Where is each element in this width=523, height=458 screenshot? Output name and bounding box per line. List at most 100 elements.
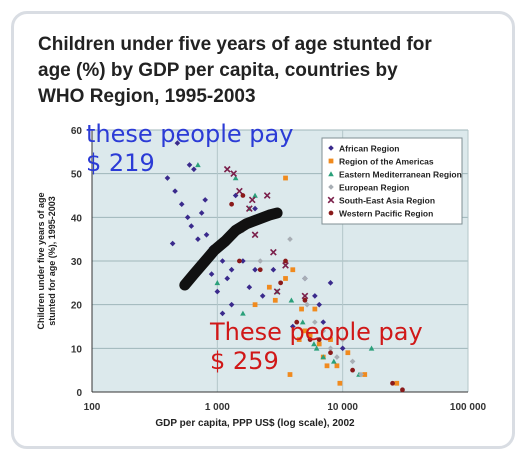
data-point-series-3 xyxy=(304,301,310,308)
y-tick-label: 20 xyxy=(71,301,83,312)
data-point-series-0 xyxy=(198,210,205,216)
data-point-series-3 xyxy=(257,258,264,264)
data-point-series-3 xyxy=(358,371,364,378)
data-point-series-3 xyxy=(302,275,308,282)
x-tick-label: 100 xyxy=(84,402,101,413)
data-point-series-0 xyxy=(188,223,195,229)
data-point-series-1 xyxy=(345,350,351,356)
data-point-series-0 xyxy=(172,188,178,194)
data-point-series-0 xyxy=(246,284,253,290)
data-point-series-3 xyxy=(312,319,318,325)
data-point-series-1 xyxy=(302,328,308,334)
data-point-series-4 xyxy=(245,205,253,212)
blue-overlay-annotation: these people pay $ 219 xyxy=(86,120,293,178)
data-point-series-0 xyxy=(228,301,235,308)
data-point-series-0 xyxy=(184,214,191,221)
axes xyxy=(91,130,468,393)
data-point-series-1 xyxy=(362,372,368,377)
data-point-series-5 xyxy=(302,297,308,303)
data-point-series-1 xyxy=(307,332,313,338)
data-point-series-3 xyxy=(287,236,293,242)
data-point-series-1 xyxy=(312,306,318,312)
legend-box xyxy=(321,137,463,225)
data-point-series-0 xyxy=(327,280,334,286)
data-point-series-5 xyxy=(316,337,322,342)
data-point-series-4 xyxy=(248,196,256,204)
legend-marker xyxy=(328,158,334,164)
legend-marker xyxy=(327,196,335,204)
y-tick-label: 10 xyxy=(71,344,83,355)
data-point-series-2 xyxy=(288,297,295,303)
y-tick-label: 50 xyxy=(71,170,83,181)
data-point-series-0 xyxy=(169,240,176,247)
legend-label: Eastern Mediterranean Region xyxy=(339,170,462,180)
data-point-series-3 xyxy=(320,328,327,334)
data-point-series-5 xyxy=(390,380,395,386)
data-point-series-5 xyxy=(400,387,405,393)
data-point-series-1 xyxy=(394,380,400,386)
data-point-series-5 xyxy=(278,280,284,286)
data-point-series-2 xyxy=(252,192,258,198)
data-point-series-3 xyxy=(349,358,356,365)
data-point-series-0 xyxy=(208,271,215,277)
data-point-series-0 xyxy=(164,175,171,181)
data-point-series-2 xyxy=(214,280,221,286)
data-point-series-0 xyxy=(219,310,226,317)
data-point-series-5 xyxy=(350,367,355,373)
data-point-series-4 xyxy=(223,165,231,173)
data-point-series-1 xyxy=(283,276,288,281)
x-tick-label: 10 000 xyxy=(327,402,358,413)
y-tick-label: 30 xyxy=(71,257,83,268)
data-point-series-5 xyxy=(307,337,313,342)
data-point-series-4 xyxy=(263,192,271,199)
data-point-series-0 xyxy=(312,293,318,299)
data-point-series-1 xyxy=(290,267,296,273)
data-point-series-0 xyxy=(174,140,181,146)
y-axis-ticks: 0 10 20 30 40 50 60 xyxy=(71,126,83,399)
data-point-series-4 xyxy=(273,288,281,295)
data-point-series-0 xyxy=(202,197,208,203)
data-point-series-3 xyxy=(334,354,340,360)
legend-marker xyxy=(328,210,334,216)
y-tick-label: 0 xyxy=(76,388,82,399)
data-point-series-0 xyxy=(252,266,258,273)
data-point-series-2 xyxy=(331,358,337,364)
data-point-series-4 xyxy=(251,231,259,239)
data-point-series-5 xyxy=(328,350,333,356)
hand-drawn-stroke xyxy=(179,207,283,291)
data-point-series-0 xyxy=(178,201,185,208)
data-point-series-2 xyxy=(232,175,239,181)
data-point-series-0 xyxy=(195,236,201,242)
y-tick-label: 60 xyxy=(71,126,83,137)
data-point-series-0 xyxy=(259,293,266,299)
data-point-series-4 xyxy=(236,187,243,195)
legend-label: European Region xyxy=(339,183,409,193)
data-point-series-0 xyxy=(203,232,210,238)
data-point-series-0 xyxy=(270,266,277,273)
data-point-series-4 xyxy=(282,262,289,269)
data-point-series-2 xyxy=(299,319,306,325)
data-point-series-2 xyxy=(311,341,317,347)
data-point-series-4 xyxy=(230,170,238,178)
x-tick-label: 1 000 xyxy=(205,402,230,413)
data-point-series-0 xyxy=(214,288,221,295)
data-point-series-1 xyxy=(324,363,330,369)
chart-title: Children under five years of age stunted… xyxy=(38,32,478,110)
y-tick-label: 40 xyxy=(71,213,83,224)
data-point-series-0 xyxy=(219,258,226,264)
data-point-series-1 xyxy=(296,337,302,342)
drawn-stroke-path xyxy=(179,207,283,291)
legend-marker xyxy=(328,171,334,177)
data-points xyxy=(164,140,405,393)
y-axis-label-line: Children under five years of age xyxy=(36,192,46,329)
data-point-series-0 xyxy=(316,301,323,308)
data-point-series-5 xyxy=(229,201,234,207)
y-axis-label: Children under five years of agestunted … xyxy=(36,192,57,329)
data-point-series-5 xyxy=(283,258,288,264)
data-point-series-1 xyxy=(287,372,293,377)
legend-marker xyxy=(328,145,334,151)
data-point-series-0 xyxy=(320,319,327,325)
blue-annotation-line-2: $ 219 xyxy=(86,149,155,177)
red-annotation-line-2: $ 259 xyxy=(210,347,279,375)
